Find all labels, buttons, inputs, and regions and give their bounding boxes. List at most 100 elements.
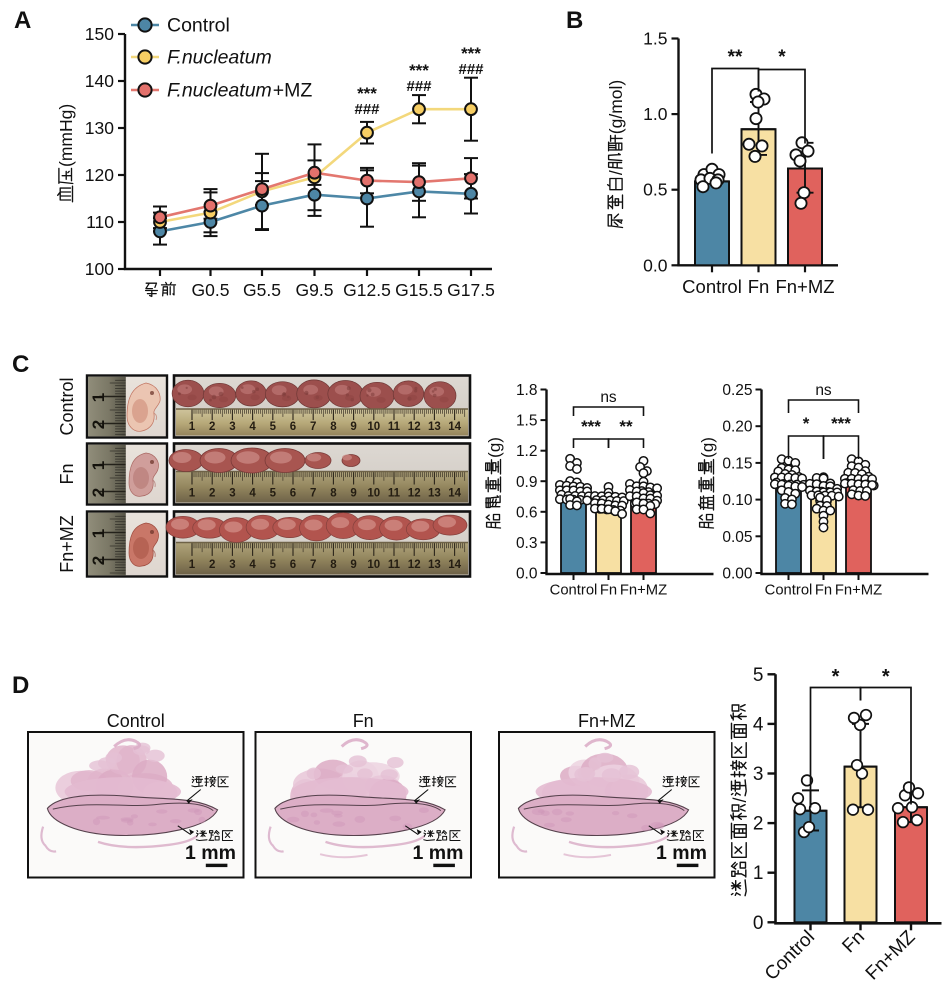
svg-text:130: 130 — [85, 118, 114, 138]
svg-text:10: 10 — [367, 487, 380, 499]
svg-text:2: 2 — [89, 488, 108, 497]
svg-text:11: 11 — [388, 559, 401, 571]
svg-text:***: *** — [357, 84, 377, 103]
svg-text:###: ### — [406, 78, 432, 95]
svg-text:0.0: 0.0 — [643, 255, 668, 275]
svg-text:0.15: 0.15 — [722, 455, 752, 472]
svg-text:9: 9 — [350, 559, 356, 571]
svg-text:*: * — [832, 666, 840, 688]
svg-text:11: 11 — [388, 421, 401, 433]
svg-text:140: 140 — [85, 71, 114, 91]
svg-text:G12.5: G12.5 — [343, 280, 391, 300]
svg-text:Control: Control — [107, 711, 165, 731]
svg-text:0.20: 0.20 — [722, 419, 753, 436]
svg-text:12: 12 — [408, 559, 421, 571]
svg-text:1.8: 1.8 — [516, 382, 538, 399]
svg-text:2: 2 — [209, 559, 215, 571]
svg-text:(mmHg): (mmHg) — [56, 104, 76, 167]
svg-text:2: 2 — [209, 487, 215, 499]
svg-text:Fn: Fn — [600, 583, 617, 599]
svg-text:100: 100 — [85, 259, 114, 279]
svg-text:###: ### — [354, 101, 380, 118]
svg-text:2: 2 — [89, 556, 108, 565]
svg-text:150: 150 — [85, 24, 114, 44]
svg-text:Control: Control — [550, 583, 598, 599]
svg-text:1 mm: 1 mm — [185, 842, 236, 864]
svg-text:1.5: 1.5 — [643, 29, 667, 49]
svg-text:1.5: 1.5 — [516, 413, 538, 430]
svg-text:A: A — [14, 7, 31, 34]
svg-text:*: * — [882, 666, 890, 688]
svg-text:Control: Control — [682, 276, 742, 297]
svg-text:***: *** — [581, 417, 601, 436]
svg-text:0: 0 — [753, 913, 764, 934]
svg-text:6: 6 — [290, 487, 296, 499]
svg-text:0.05: 0.05 — [722, 529, 752, 546]
svg-text:9: 9 — [350, 421, 356, 433]
svg-text:6: 6 — [290, 421, 296, 433]
svg-text:5: 5 — [753, 665, 764, 686]
svg-text:0.9: 0.9 — [516, 474, 538, 491]
svg-text:*: * — [803, 414, 810, 433]
svg-text:G9.5: G9.5 — [296, 280, 334, 300]
svg-text:12: 12 — [408, 487, 421, 499]
svg-text:ns: ns — [600, 389, 617, 406]
svg-text:Fn+MZ: Fn+MZ — [578, 711, 636, 731]
svg-text:110: 110 — [86, 212, 114, 232]
svg-text:Control: Control — [167, 15, 230, 37]
svg-text:Control: Control — [765, 583, 813, 599]
svg-text:G15.5: G15.5 — [395, 280, 443, 300]
svg-text:14: 14 — [448, 559, 461, 571]
svg-text:***: *** — [461, 44, 481, 63]
svg-text:(g): (g) — [485, 437, 504, 458]
svg-text:14: 14 — [448, 421, 461, 433]
svg-text:***: *** — [409, 61, 429, 80]
svg-text:6: 6 — [290, 559, 296, 571]
svg-text:C: C — [12, 351, 29, 378]
svg-text:1 mm: 1 mm — [413, 842, 464, 864]
svg-text:0.5: 0.5 — [643, 180, 667, 200]
svg-text:1: 1 — [189, 559, 196, 571]
svg-text:0.0: 0.0 — [516, 566, 538, 583]
svg-text:F.nucleatum: F.nucleatum — [167, 80, 272, 102]
svg-text:###: ### — [458, 61, 484, 78]
svg-text:4: 4 — [249, 421, 256, 433]
svg-text:9: 9 — [350, 487, 356, 499]
svg-text:Fn+MZ: Fn+MZ — [620, 583, 667, 599]
svg-text:13: 13 — [428, 421, 441, 433]
svg-text:120: 120 — [85, 165, 114, 185]
svg-text:3: 3 — [229, 487, 235, 499]
svg-text:3: 3 — [753, 764, 764, 785]
svg-text:2: 2 — [753, 814, 764, 835]
svg-text:11: 11 — [388, 487, 401, 499]
svg-text:1: 1 — [189, 487, 196, 499]
svg-text:F.nucleatum: F.nucleatum — [167, 47, 272, 69]
svg-text:Fn: Fn — [815, 583, 832, 599]
svg-text:0.00: 0.00 — [722, 566, 753, 583]
svg-text:Fn: Fn — [748, 276, 770, 297]
svg-text:G0.5: G0.5 — [192, 280, 230, 300]
svg-text:/: / — [730, 797, 750, 802]
svg-text:3: 3 — [229, 421, 235, 433]
svg-text:2: 2 — [209, 421, 215, 433]
svg-text:1.2: 1.2 — [516, 443, 538, 460]
svg-text:4: 4 — [753, 714, 764, 735]
svg-text:1: 1 — [89, 461, 108, 470]
svg-text:B: B — [566, 7, 583, 34]
svg-text:(g/mol): (g/mol) — [606, 80, 626, 134]
svg-text:7: 7 — [310, 421, 316, 433]
svg-text:5: 5 — [270, 559, 277, 571]
svg-text:Control: Control — [57, 377, 77, 435]
svg-text:Fn: Fn — [57, 463, 77, 484]
svg-text:**: ** — [619, 417, 633, 436]
svg-text:2: 2 — [89, 420, 108, 429]
svg-text:/: / — [606, 170, 626, 175]
svg-text:+MZ: +MZ — [273, 80, 313, 102]
svg-text:13: 13 — [428, 559, 441, 571]
svg-text:10: 10 — [367, 421, 380, 433]
svg-text:G5.5: G5.5 — [243, 280, 281, 300]
svg-text:5: 5 — [270, 487, 277, 499]
svg-text:4: 4 — [249, 559, 256, 571]
svg-text:0.6: 0.6 — [516, 504, 538, 521]
svg-text:*: * — [778, 47, 786, 68]
